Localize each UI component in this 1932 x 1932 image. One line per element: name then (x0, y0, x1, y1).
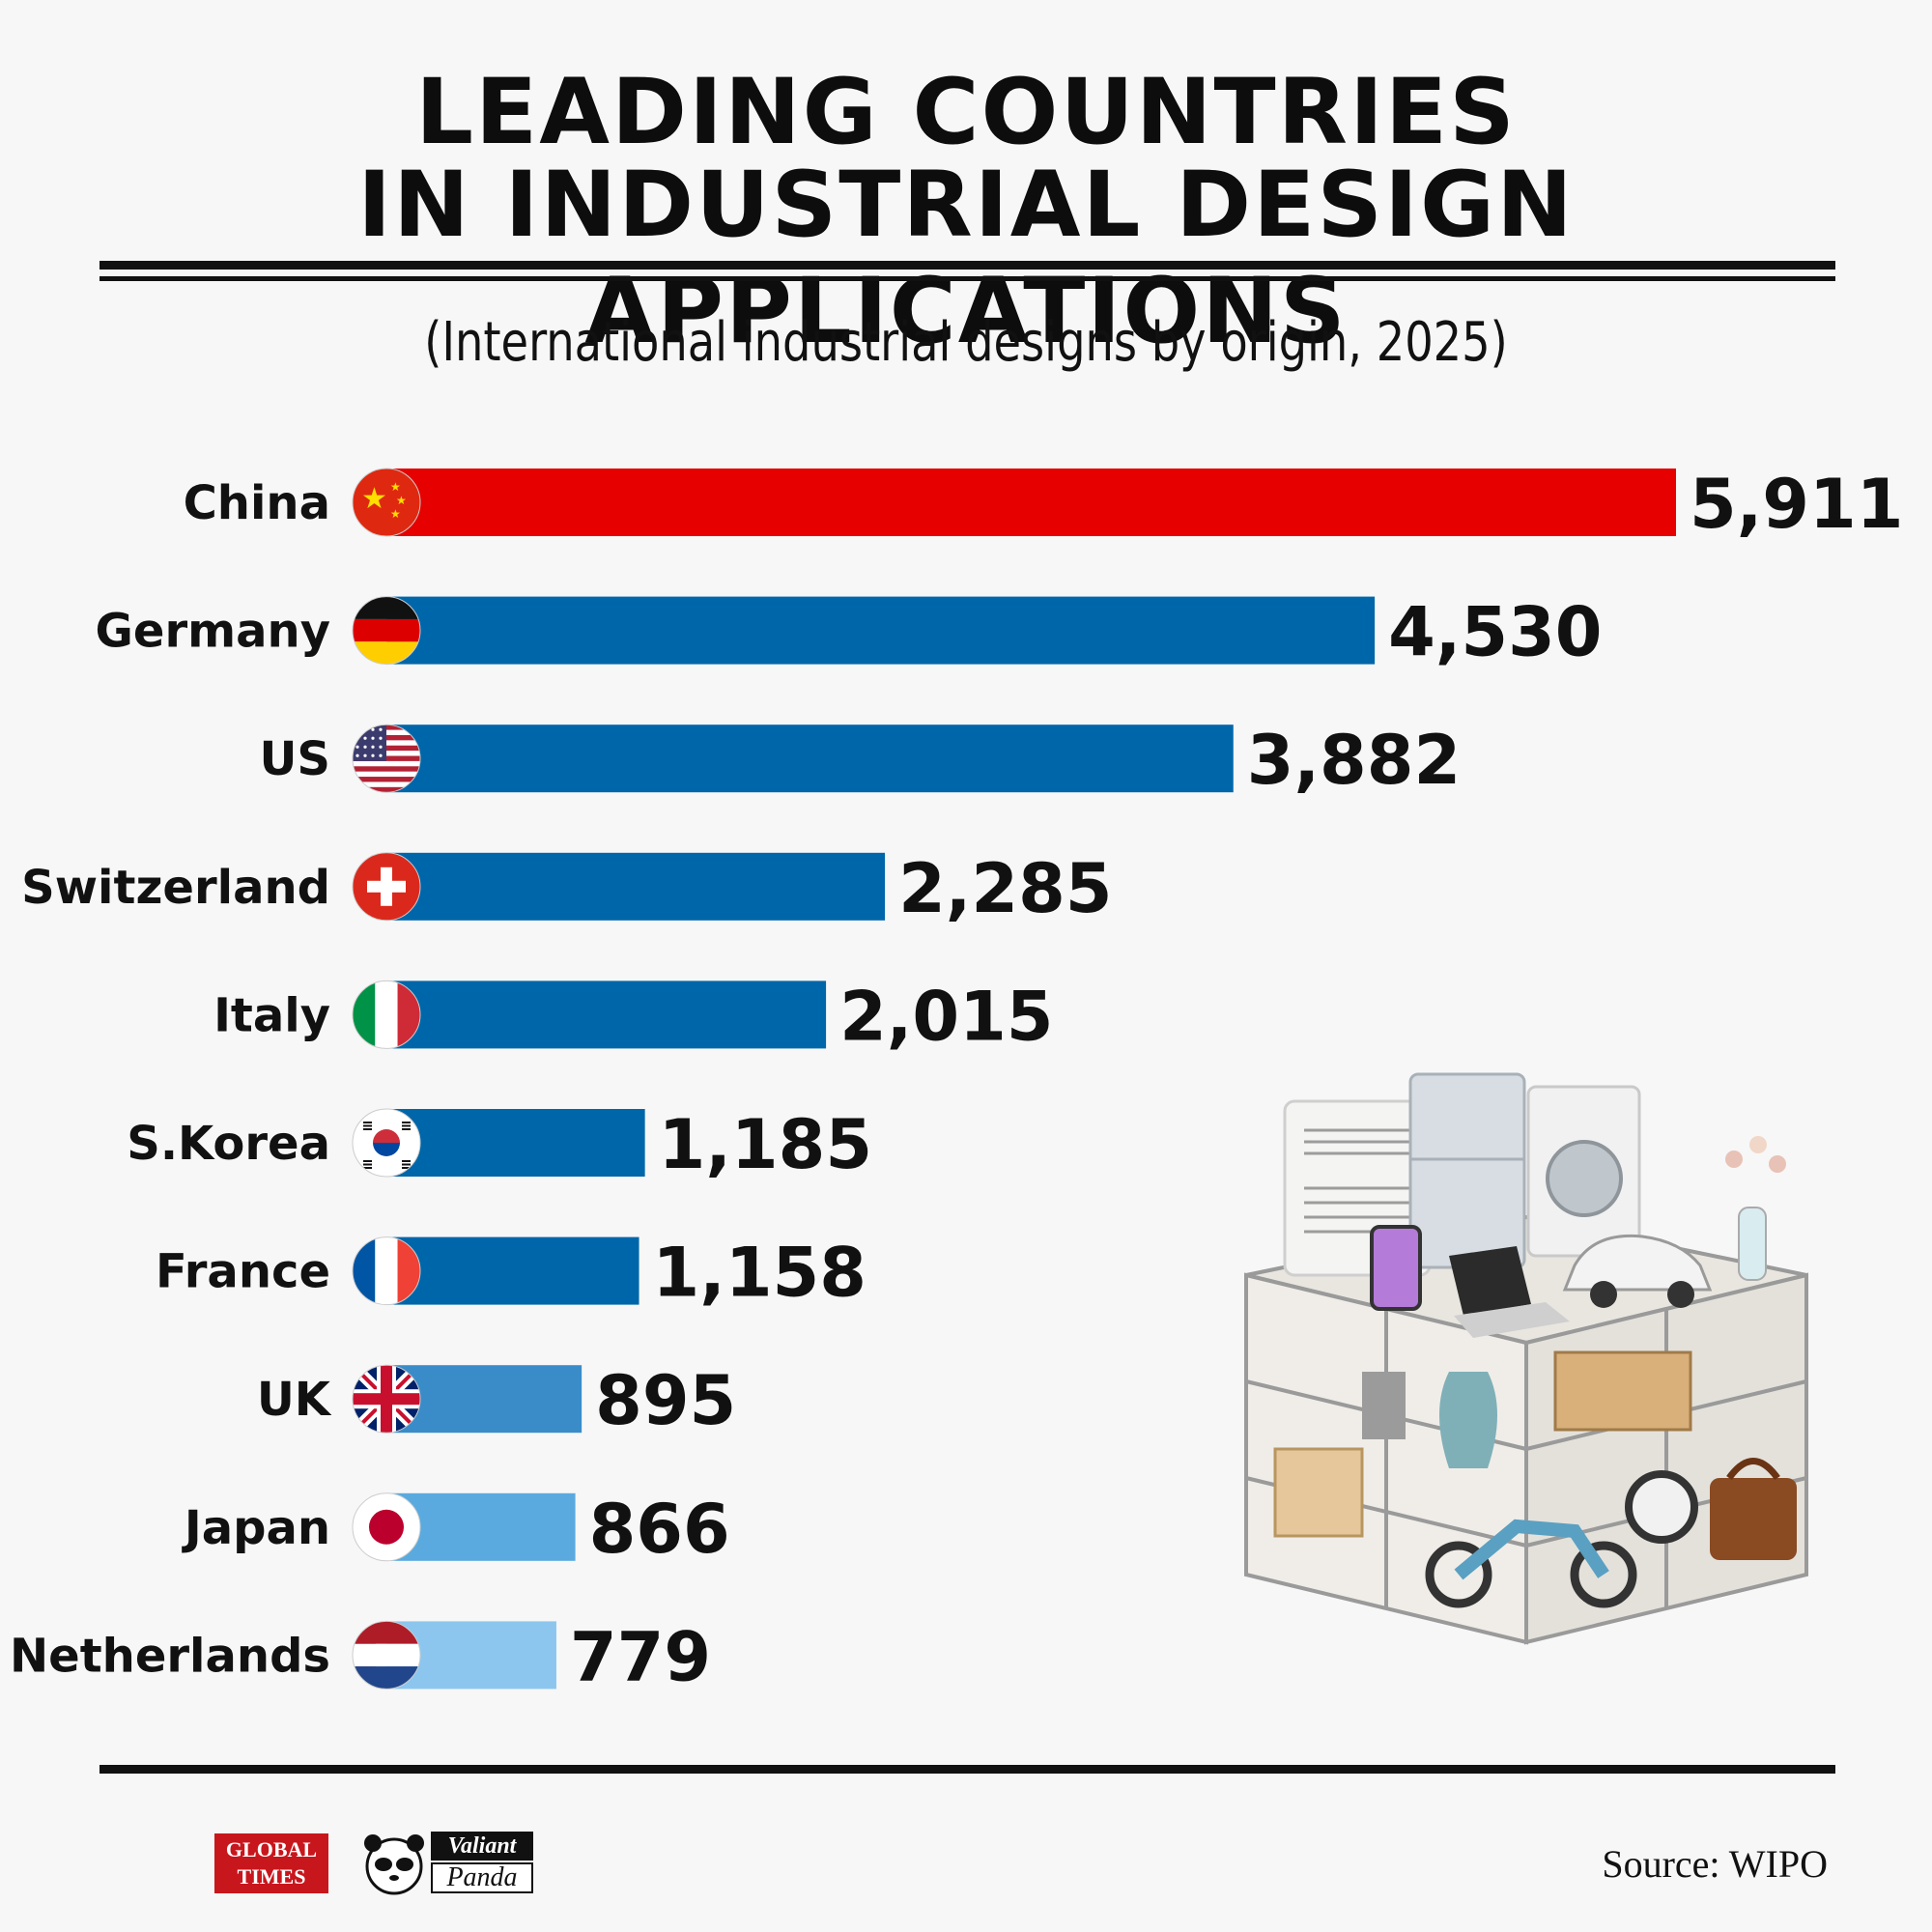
title-line-1: LEADING COUNTRIES (415, 60, 1517, 165)
bar-row: Japan 866 (182, 1490, 730, 1569)
panda-icon (364, 1834, 424, 1895)
global-times-logo-line2: TIMES (237, 1864, 306, 1889)
country-label: Italy (213, 988, 330, 1042)
value-label: 866 (589, 1490, 730, 1569)
bar (386, 596, 1376, 665)
country-label: China (184, 476, 330, 530)
bar-row: China ★ ★★★ 5,911 (184, 465, 1904, 544)
value-label: 2,285 (898, 849, 1112, 928)
bar-row: Germany 4,530 (96, 593, 1603, 672)
bar (386, 1236, 639, 1305)
bar-row: Netherlands 779 (10, 1617, 711, 1696)
svg-text:★: ★ (390, 507, 401, 521)
country-label: Switzerland (21, 861, 330, 915)
svg-text:★: ★ (361, 482, 387, 516)
bar-row: Switzerland 2,285 (21, 849, 1112, 928)
footer-rule (99, 1765, 1835, 1774)
italy-flag-icon (353, 980, 420, 1049)
bar (386, 980, 827, 1049)
country-label: Netherlands (10, 1629, 330, 1683)
source-note: Source: WIPO (1602, 1842, 1828, 1886)
chart-subtitle: (International industrial designs by ori… (424, 311, 1508, 374)
switzerland-flag-icon (353, 852, 420, 921)
value-label: 779 (570, 1617, 711, 1696)
netherlands-flag-icon (353, 1621, 420, 1690)
global-times-logo: GLOBAL TIMES (214, 1833, 328, 1893)
svg-text:★: ★ (396, 494, 407, 507)
france-flag-icon (353, 1236, 420, 1305)
country-label: France (156, 1245, 330, 1299)
japan-flag-icon (353, 1492, 420, 1561)
country-label: Germany (96, 605, 331, 659)
value-label: 4,530 (1388, 593, 1602, 672)
us-flag-icon (353, 724, 420, 793)
global-times-logo-line1: GLOBAL (225, 1837, 318, 1861)
title-rule-thin (99, 276, 1835, 281)
value-label: 3,882 (1247, 721, 1461, 800)
products-shelf-illustration (1244, 1072, 1808, 1645)
valiant-panda-logo: Valiant Panda (359, 1828, 538, 1897)
value-label: 1,158 (653, 1234, 867, 1313)
valiant-panda-logo-line1: Valiant (431, 1832, 533, 1861)
bar-row: UK 895 (257, 1361, 736, 1440)
country-label: S.Korea (127, 1117, 330, 1171)
bar-row: France 1,158 (156, 1234, 867, 1313)
uk-flag-icon (353, 1365, 420, 1434)
country-label: Japan (182, 1501, 330, 1555)
south-korea-flag-icon (353, 1109, 420, 1177)
svg-text:★: ★ (390, 480, 401, 494)
country-label: UK (257, 1373, 332, 1427)
bar (386, 469, 1676, 536)
value-label: 5,911 (1690, 465, 1903, 544)
valiant-panda-logo-line2: Panda (431, 1862, 533, 1893)
bar-row: Italy 2,015 (213, 977, 1053, 1056)
value-label: 2,015 (839, 977, 1053, 1056)
bar (386, 724, 1234, 793)
country-label: US (259, 732, 330, 786)
china-flag-icon: ★ ★★★ (353, 469, 420, 536)
bar (386, 1109, 645, 1177)
germany-flag-icon (353, 596, 420, 665)
bar-row: S.Korea 1,185 (127, 1105, 872, 1184)
bar (386, 852, 886, 921)
bar-row: US 3,882 (259, 721, 1461, 800)
value-label: 895 (595, 1361, 736, 1440)
value-label: 1,185 (659, 1105, 872, 1184)
title-rule-thick (99, 261, 1835, 270)
